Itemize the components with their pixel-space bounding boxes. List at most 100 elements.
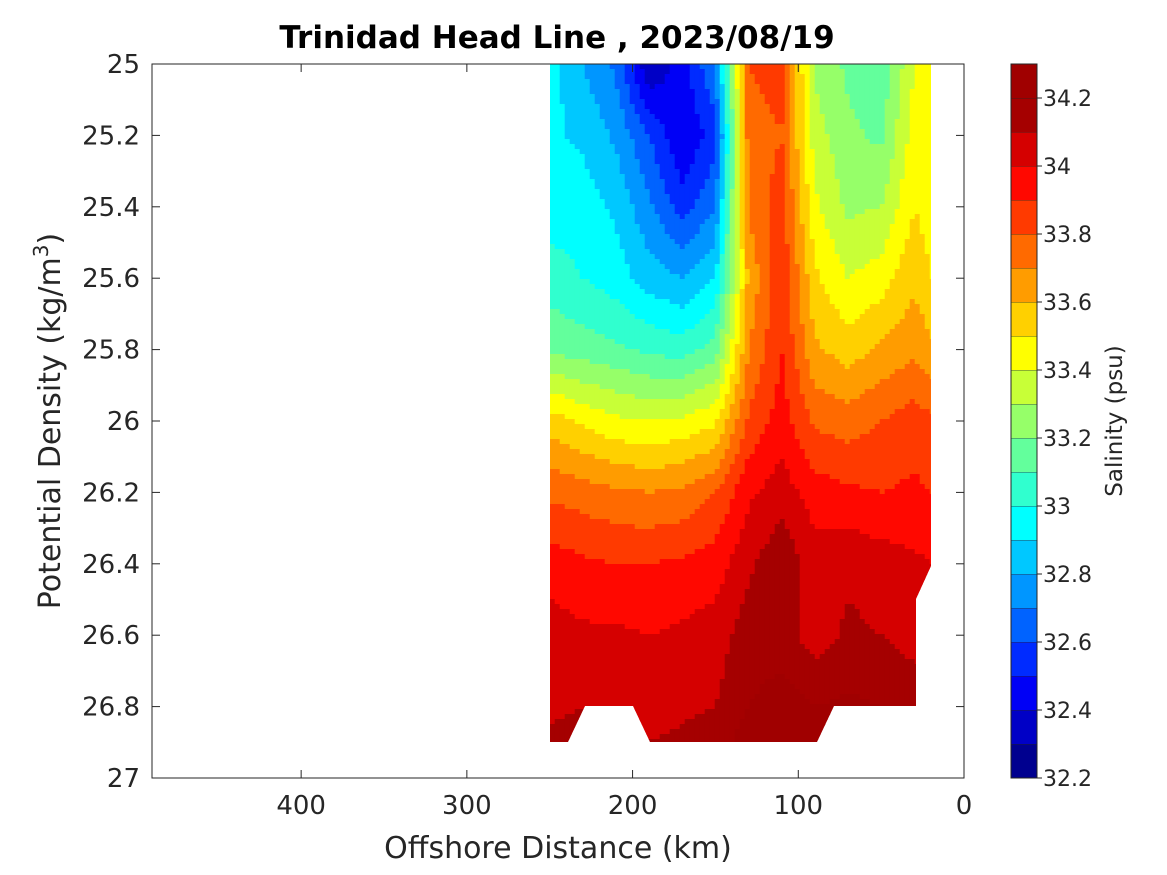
contour-cell xyxy=(649,354,656,360)
contour-cell xyxy=(639,349,646,355)
contour-cell xyxy=(884,219,891,225)
contour-cell xyxy=(779,289,786,295)
contour-cell xyxy=(669,184,676,190)
contour-cell xyxy=(874,189,881,195)
contour-cell xyxy=(914,224,921,230)
contour-cell xyxy=(714,374,721,380)
contour-cell xyxy=(909,314,916,320)
contour-cell xyxy=(589,214,596,220)
contour-cell xyxy=(594,309,601,315)
contour-cell xyxy=(769,94,776,100)
contour-cell xyxy=(809,234,816,240)
contour-cell xyxy=(899,194,906,200)
contour-cell xyxy=(664,104,671,110)
contour-cell xyxy=(644,349,651,355)
contour-cell xyxy=(659,289,666,295)
contour-cell xyxy=(674,69,681,75)
contour-cell xyxy=(614,189,621,195)
contour-cell xyxy=(554,214,561,220)
contour-cell xyxy=(864,384,871,390)
contour-cell xyxy=(844,309,851,315)
contour-cell xyxy=(744,344,751,350)
contour-cell xyxy=(639,379,646,385)
contour-cell xyxy=(809,149,816,155)
contour-cell xyxy=(764,89,771,95)
contour-cell xyxy=(709,274,716,280)
contour-cell xyxy=(589,114,596,120)
contour-cell xyxy=(589,149,596,155)
contour-cell xyxy=(779,74,786,80)
contour-cell xyxy=(929,64,931,70)
contour-cell xyxy=(839,249,846,255)
contour-cell xyxy=(824,224,831,230)
contour-cell xyxy=(899,69,906,75)
contour-cell xyxy=(909,104,916,110)
contour-cell xyxy=(874,169,881,175)
contour-cell xyxy=(844,89,851,95)
contour-cell xyxy=(659,319,666,325)
contour-cell xyxy=(869,99,876,105)
contour-cell xyxy=(669,254,676,260)
contour-cell xyxy=(819,249,826,255)
contour-cell xyxy=(599,154,606,160)
contour-cell xyxy=(914,199,921,205)
contour-cell xyxy=(609,79,616,85)
contour-cell xyxy=(594,359,601,365)
contour-cell xyxy=(654,369,661,375)
contour-cell xyxy=(574,304,581,310)
contour-cell xyxy=(884,314,891,320)
contour-cell xyxy=(599,294,606,300)
contour-cell xyxy=(649,134,656,140)
contour-cell xyxy=(709,94,716,100)
contour-cell xyxy=(919,219,926,225)
contour-cell xyxy=(699,379,706,385)
contour-cell xyxy=(724,274,731,280)
contour-cell xyxy=(550,254,556,260)
contour-cell xyxy=(689,284,696,290)
contour-cell xyxy=(734,349,741,355)
contour-cell xyxy=(684,314,691,320)
contour-cell xyxy=(649,94,656,100)
contour-cell xyxy=(654,299,661,305)
contour-cell xyxy=(659,104,666,110)
contour-cell xyxy=(659,189,666,195)
contour-cell xyxy=(889,359,896,365)
contour-cell xyxy=(889,254,896,260)
contour-cell xyxy=(694,319,701,325)
contour-cell xyxy=(599,334,606,340)
contour-cell xyxy=(664,359,671,365)
contour-cell xyxy=(674,319,681,325)
contour-cell xyxy=(614,199,621,205)
contour-cell xyxy=(589,154,596,160)
contour-cell xyxy=(784,384,791,390)
contour-cell xyxy=(724,109,731,115)
contour-cell xyxy=(719,219,726,225)
contour-cell xyxy=(734,269,741,275)
contour-cell xyxy=(829,194,836,200)
contour-cell xyxy=(794,294,801,300)
contour-cell xyxy=(824,214,831,220)
contour-cell xyxy=(569,154,576,160)
contour-cell xyxy=(784,374,791,380)
contour-cell xyxy=(789,204,796,210)
contour-cell xyxy=(654,154,661,160)
contour-cell xyxy=(609,139,616,145)
contour-cell xyxy=(604,334,611,340)
contour-cell xyxy=(774,349,781,355)
contour-cell xyxy=(574,124,581,130)
contour-cell xyxy=(804,219,811,225)
contour-cell xyxy=(739,269,746,275)
contour-cell xyxy=(594,239,601,245)
contour-cell xyxy=(919,84,926,90)
contour-cell xyxy=(824,294,831,300)
contour-cell xyxy=(584,329,591,335)
contour-cell xyxy=(894,269,901,275)
contour-cell xyxy=(799,294,806,300)
contour-cell xyxy=(839,309,846,315)
contour-cell xyxy=(594,279,601,285)
contour-cell xyxy=(889,364,896,370)
contour-cell xyxy=(774,319,781,325)
contour-cell xyxy=(664,89,671,95)
contour-cell xyxy=(634,364,641,370)
contour-cell xyxy=(799,159,806,165)
